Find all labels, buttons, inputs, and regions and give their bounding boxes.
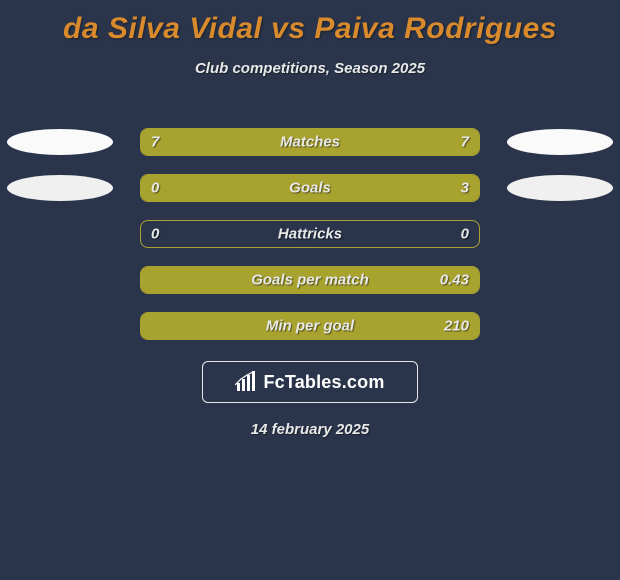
stat-label: Hattricks xyxy=(278,226,342,243)
stat-bar: 0 3 Goals xyxy=(140,174,480,202)
bar-fill-right xyxy=(202,175,479,201)
stat-label: Goals per match xyxy=(251,272,369,289)
brand-name: FcTables.com xyxy=(263,372,384,393)
chart-bars-icon xyxy=(235,371,257,393)
page-title: da Silva Vidal vs Paiva Rodrigues xyxy=(0,0,620,46)
stat-value-right: 210 xyxy=(444,318,469,335)
stat-value-right: 0.43 xyxy=(440,272,469,289)
stat-row: 0 3 Goals xyxy=(0,165,620,211)
brand-box[interactable]: FcTables.com xyxy=(202,361,418,403)
stat-bar: 210 Min per goal xyxy=(140,312,480,340)
stat-value-left: 0 xyxy=(151,180,159,197)
subtitle: Club competitions, Season 2025 xyxy=(0,60,620,77)
stat-value-right: 7 xyxy=(461,134,469,151)
stat-bar: 0 0 Hattricks xyxy=(140,220,480,248)
stat-value-right: 0 xyxy=(461,226,469,243)
stat-value-right: 3 xyxy=(461,180,469,197)
stat-value-left: 0 xyxy=(151,226,159,243)
stat-row: 0 0 Hattricks xyxy=(0,211,620,257)
stat-row: 7 7 Matches xyxy=(0,119,620,165)
date-text: 14 february 2025 xyxy=(0,421,620,438)
flag-right-icon xyxy=(507,129,613,155)
stat-label: Min per goal xyxy=(266,318,354,335)
flag-left-icon xyxy=(7,129,113,155)
flag-left-icon xyxy=(7,175,113,201)
stat-label: Matches xyxy=(280,134,340,151)
stat-label: Goals xyxy=(289,180,331,197)
flag-right-icon xyxy=(507,175,613,201)
stat-value-left: 7 xyxy=(151,134,159,151)
stat-row: 210 Min per goal xyxy=(0,303,620,349)
stat-bar: 7 7 Matches xyxy=(140,128,480,156)
stat-row: 0.43 Goals per match xyxy=(0,257,620,303)
stats-container: 7 7 Matches 0 3 Goals 0 0 Hattricks 0.43 Goals per… xyxy=(0,119,620,349)
stat-bar: 0.43 Goals per match xyxy=(140,266,480,294)
